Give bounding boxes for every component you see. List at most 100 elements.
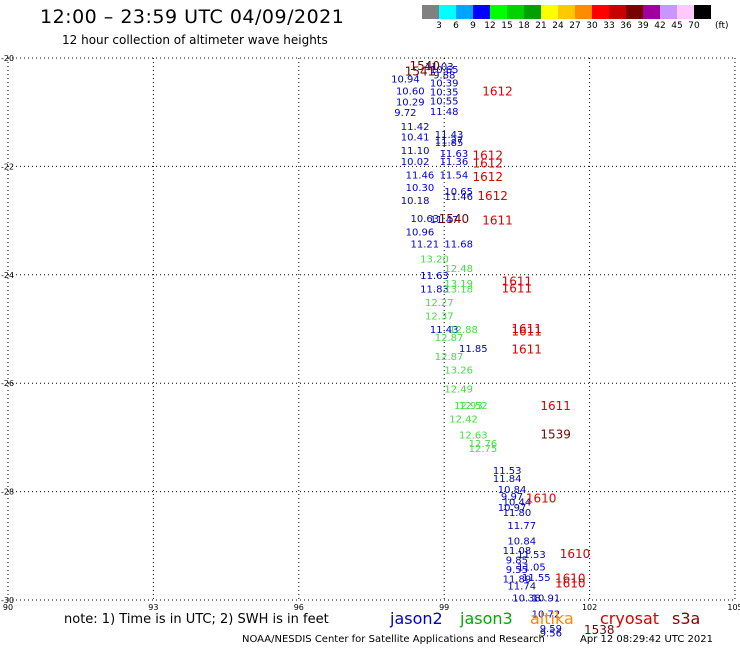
data-point-jason2: 10.91 bbox=[532, 593, 561, 604]
data-point-jason2: 11.48 bbox=[430, 107, 459, 118]
legend-altika: altika bbox=[530, 609, 574, 628]
data-point-jason3: 12.37 bbox=[425, 311, 454, 322]
data-point-cryosat: 1610 bbox=[555, 577, 586, 591]
colorbar-label: 6 bbox=[453, 21, 459, 31]
chart-subtitle: 12 hour collection of altimeter wave hei… bbox=[62, 33, 328, 47]
data-point-jason2: 11.63 bbox=[420, 271, 449, 282]
y-tick-label: -28 bbox=[1, 488, 14, 497]
data-point-cryosat: 1611 bbox=[540, 399, 571, 413]
data-point-jason2: 11.55 bbox=[522, 573, 551, 584]
data-point-jason2: 11.63 bbox=[440, 149, 469, 160]
data-point-jason3: 12.93 bbox=[454, 401, 483, 412]
data-point-jason2: 9.88 bbox=[433, 70, 455, 81]
data-point-jason2: 9.59 bbox=[540, 624, 562, 635]
data-point-jason2: 11.85 bbox=[435, 138, 464, 149]
x-tick-label: 96 bbox=[294, 603, 304, 612]
data-point-jason2: 9.55 bbox=[506, 565, 528, 576]
colorbar-label: 21 bbox=[535, 21, 547, 31]
data-point-s3a: 1538 bbox=[584, 623, 615, 637]
y-tick-label: -22 bbox=[1, 162, 14, 171]
colorbar-label: 24 bbox=[552, 21, 564, 31]
x-tick-label: 90 bbox=[3, 603, 13, 612]
data-point-jason2: 10.94 bbox=[391, 75, 420, 86]
colorbar-label: 30 bbox=[586, 21, 598, 31]
data-point-cryosat: 1611 bbox=[502, 274, 533, 288]
data-point-s3a: 1540 bbox=[439, 212, 470, 226]
data-point-cryosat: 1611 bbox=[511, 343, 542, 357]
data-point-cryosat: 1612 bbox=[473, 170, 504, 184]
colorbar-cell bbox=[592, 5, 609, 19]
data-point-jason2: 10.65 bbox=[430, 65, 459, 76]
legend-jason3: jason3 bbox=[460, 609, 513, 628]
legend-cryosat: cryosat bbox=[600, 609, 660, 628]
colorbar-unit: (ft) bbox=[715, 21, 729, 31]
data-point-cryosat: 1611 bbox=[511, 325, 542, 339]
colorbar-cell bbox=[575, 5, 592, 19]
colorbar-cell bbox=[524, 5, 541, 19]
footer-credit: NOAA/NESDIS Center for Satellite Applica… bbox=[242, 634, 545, 645]
legend-jason2: jason2 bbox=[390, 609, 443, 628]
data-point-cryosat: 1610 bbox=[526, 492, 557, 506]
data-point-jason2: 10.39 bbox=[430, 78, 459, 89]
data-point-jason3: 12.63 bbox=[459, 431, 488, 442]
data-point-jason3: 12.88 bbox=[449, 325, 478, 336]
colorbar-cell bbox=[541, 5, 558, 19]
data-point-jason2: 11.84 bbox=[493, 474, 522, 485]
data-point-s3a: 1540 bbox=[410, 59, 441, 73]
data-point-jason2: 11.83 bbox=[420, 284, 449, 295]
data-point-jason3: 12.75 bbox=[469, 444, 498, 455]
data-point-cryosat: 1612 bbox=[477, 189, 508, 203]
y-tick-label: -30 bbox=[1, 596, 14, 605]
colorbar-label: 39 bbox=[637, 21, 649, 31]
colorbar-cell bbox=[626, 5, 643, 19]
data-point-jason2: 10.02 bbox=[401, 157, 430, 168]
colorbar-label: 27 bbox=[569, 21, 581, 31]
colorbar-label: 36 bbox=[620, 21, 632, 31]
data-point-jason2: 11.21 bbox=[410, 239, 439, 250]
y-tick-label: -24 bbox=[1, 271, 14, 280]
colorbar-cell bbox=[422, 5, 439, 19]
colorbar-label: 18 bbox=[518, 21, 530, 31]
data-point-cryosat: 1610 bbox=[555, 571, 586, 585]
data-point-jason2: 11.53 bbox=[517, 550, 546, 561]
data-point-jason2: 10.97 bbox=[498, 503, 527, 514]
data-point-jason2: 10.18 bbox=[401, 196, 430, 207]
data-point-jason3: 12.27 bbox=[425, 298, 454, 309]
colorbar-cell bbox=[490, 5, 507, 19]
tick-layer: 90 93 96 99 102 105 -20 -22 -24 -26 -28 -30 bbox=[1, 54, 740, 612]
data-point-jason2: 10.44 bbox=[503, 497, 532, 508]
data-point-jason2: 10.41 bbox=[401, 133, 430, 144]
data-point-jason2: 10.55 bbox=[430, 96, 459, 107]
data-point-jason3: 12.76 bbox=[469, 439, 498, 450]
data-point-cryosat: 1612 bbox=[473, 157, 504, 171]
data-point-jason3: 12.42 bbox=[449, 414, 478, 425]
colorbar-label: 9 bbox=[470, 21, 476, 31]
colorbar-cell bbox=[677, 5, 694, 19]
data-point-jason2: 11.77 bbox=[507, 521, 536, 532]
footer-note: note: 1) Time is in UTC; 2) SWH is in fe… bbox=[64, 612, 329, 627]
data-point-jason2: 9.85 bbox=[506, 555, 528, 566]
colorbar-cell bbox=[507, 5, 524, 19]
data-point-s3a: 1541 bbox=[405, 65, 436, 79]
data-point-s3a: 1539 bbox=[540, 428, 571, 442]
colorbar bbox=[422, 5, 711, 19]
data-point-jason2: 11.53 bbox=[493, 466, 522, 477]
colorbar-cell bbox=[439, 5, 456, 19]
y-tick-label: -26 bbox=[1, 379, 14, 388]
data-point-jason2: 11.03 bbox=[425, 62, 454, 73]
x-tick-label: 93 bbox=[148, 603, 158, 612]
data-point-jason3: 13.18 bbox=[444, 284, 473, 295]
data-point-jason2: 11.43 bbox=[430, 325, 459, 336]
colorbar-cell bbox=[456, 5, 473, 19]
data-point-jason3: 13.26 bbox=[444, 366, 473, 377]
data-point-jason2: 11.46 bbox=[444, 192, 473, 203]
data-point-jason2: 11.89 bbox=[503, 574, 532, 585]
data-point-cryosat: 1612 bbox=[473, 149, 504, 163]
data-point-jason2: 10.84 bbox=[498, 485, 527, 496]
data-point-cryosat: 1611 bbox=[511, 322, 542, 336]
data-point-jason2: 11.42 bbox=[401, 122, 430, 133]
data-point-jason2: 11.27 bbox=[435, 135, 464, 146]
colorbar-cell bbox=[558, 5, 575, 19]
colorbar-label: 45 bbox=[671, 21, 683, 31]
